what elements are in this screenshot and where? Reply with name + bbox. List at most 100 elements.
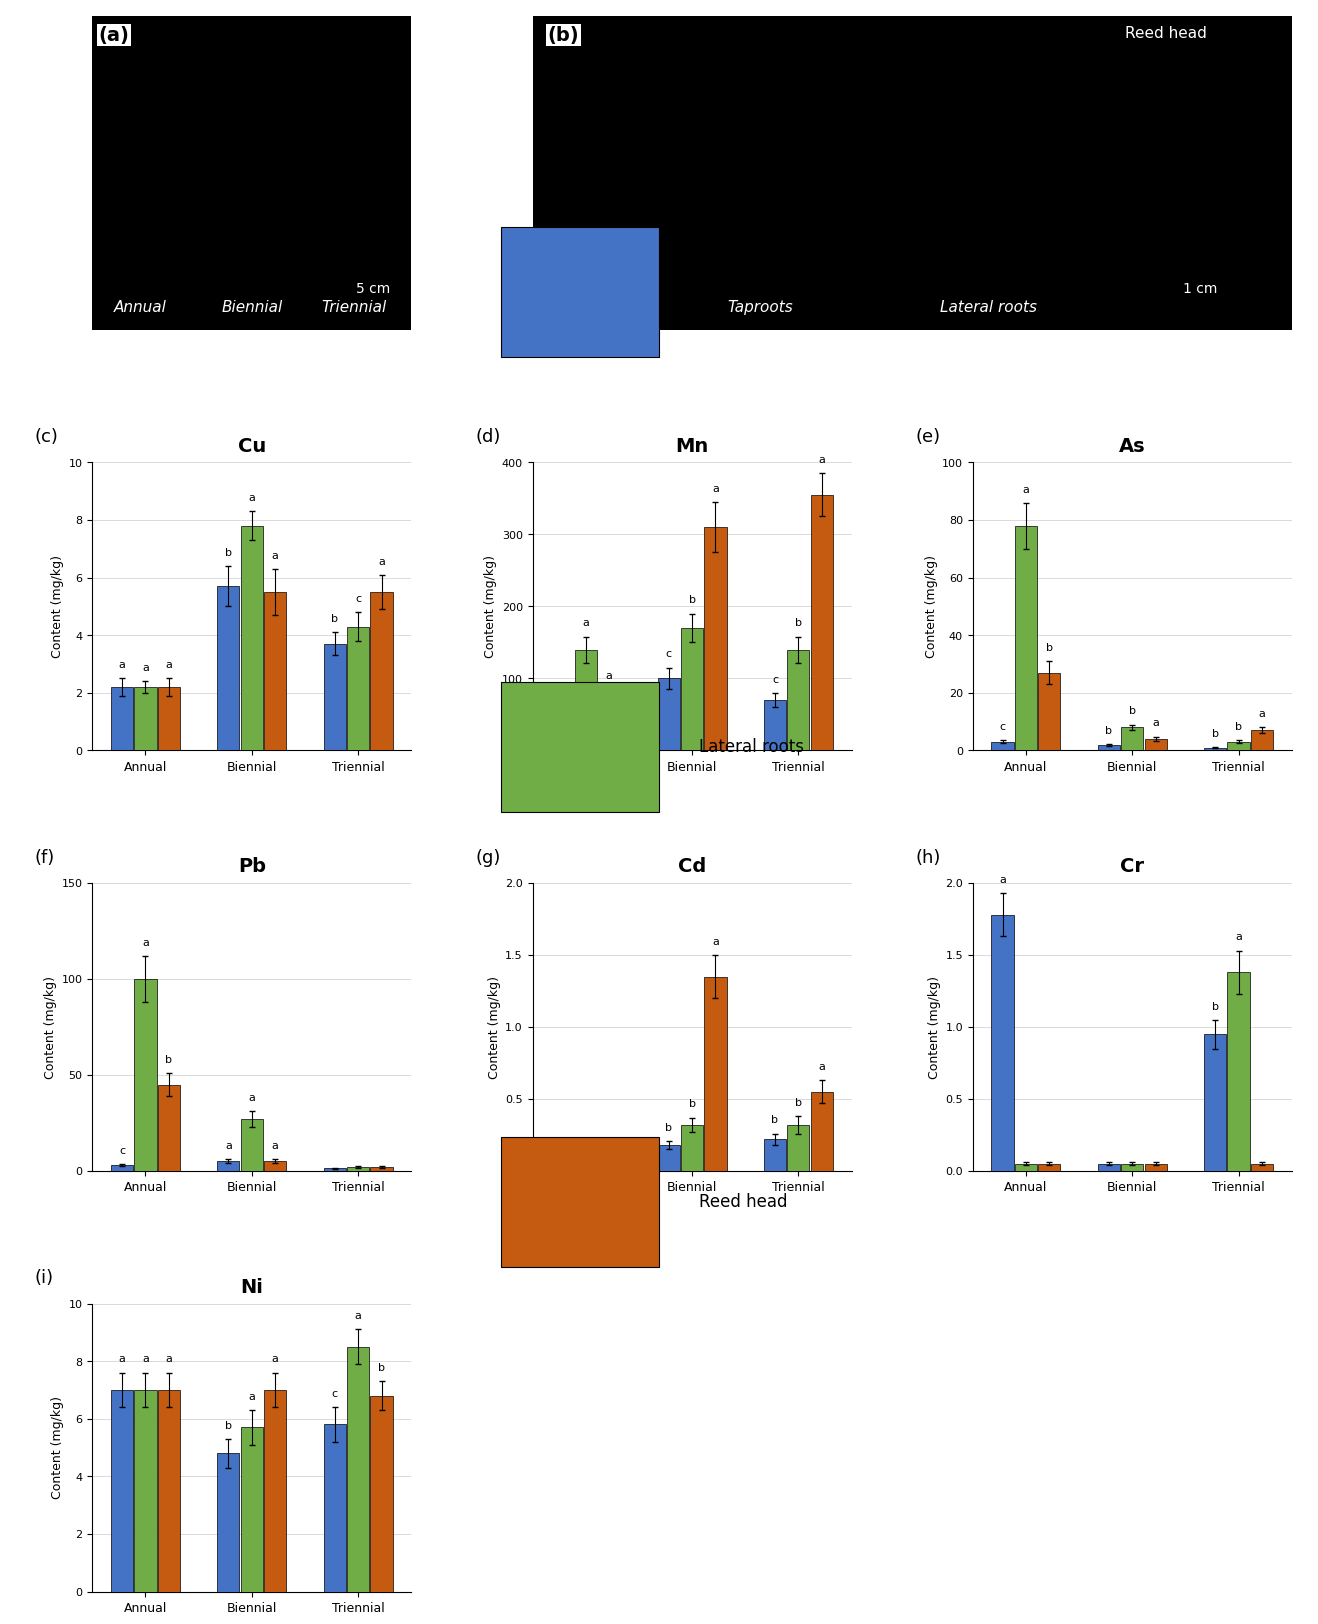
Text: a: a bbox=[583, 619, 589, 628]
Text: a: a bbox=[272, 1354, 278, 1364]
Bar bbox=[347, 1346, 369, 1592]
Text: a: a bbox=[142, 937, 149, 947]
Bar bbox=[217, 1161, 240, 1171]
Text: Annual: Annual bbox=[113, 299, 166, 315]
Bar bbox=[111, 1166, 133, 1171]
Text: b: b bbox=[1211, 1002, 1219, 1012]
Text: a: a bbox=[712, 937, 718, 947]
Title: Pb: Pb bbox=[237, 857, 266, 875]
Text: b: b bbox=[331, 614, 339, 624]
Text: a: a bbox=[1152, 718, 1159, 728]
Bar bbox=[1122, 728, 1143, 750]
Bar bbox=[370, 1395, 393, 1592]
Y-axis label: Content (mg/kg): Content (mg/kg) bbox=[45, 976, 58, 1078]
Bar bbox=[1039, 1164, 1060, 1171]
Bar bbox=[264, 593, 286, 750]
Text: a: a bbox=[272, 551, 278, 560]
Text: a: a bbox=[225, 1142, 232, 1151]
Text: b: b bbox=[1128, 706, 1136, 716]
Bar bbox=[1227, 742, 1249, 750]
Bar bbox=[347, 1168, 369, 1171]
Text: a: a bbox=[712, 484, 718, 494]
Text: b: b bbox=[1106, 726, 1112, 736]
Bar bbox=[158, 1085, 181, 1171]
Text: (b): (b) bbox=[548, 26, 580, 44]
Text: Lateral roots: Lateral roots bbox=[699, 737, 804, 757]
Bar bbox=[681, 628, 702, 750]
Bar bbox=[370, 1168, 393, 1171]
Title: As: As bbox=[1119, 437, 1145, 456]
Y-axis label: Content (mg/kg): Content (mg/kg) bbox=[925, 555, 938, 658]
Title: Cr: Cr bbox=[1120, 857, 1144, 875]
Bar bbox=[991, 742, 1014, 750]
Text: c: c bbox=[999, 723, 1006, 732]
Bar bbox=[1015, 1164, 1037, 1171]
Bar bbox=[324, 1424, 345, 1592]
Bar bbox=[241, 1427, 262, 1592]
Bar bbox=[1122, 1164, 1143, 1171]
Text: a: a bbox=[142, 1354, 149, 1364]
Text: a: a bbox=[248, 1392, 256, 1402]
Text: (h): (h) bbox=[915, 849, 941, 867]
Bar bbox=[1015, 526, 1037, 750]
Bar bbox=[763, 700, 786, 750]
Bar bbox=[598, 1164, 621, 1171]
Text: Lateral roots: Lateral roots bbox=[940, 299, 1036, 315]
Bar bbox=[134, 687, 157, 750]
Text: a: a bbox=[818, 455, 825, 464]
Text: b: b bbox=[688, 596, 696, 606]
Text: a: a bbox=[248, 494, 256, 503]
Title: Cu: Cu bbox=[237, 437, 266, 456]
Text: Triennial: Triennial bbox=[322, 299, 386, 315]
Text: c: c bbox=[355, 594, 361, 604]
Bar bbox=[111, 1390, 133, 1592]
Title: Cd: Cd bbox=[677, 857, 706, 875]
Text: (a): (a) bbox=[99, 26, 129, 44]
Text: Reed head: Reed head bbox=[699, 1192, 787, 1212]
Bar bbox=[158, 687, 181, 750]
Text: c: c bbox=[332, 1389, 337, 1398]
Text: (e): (e) bbox=[915, 429, 940, 447]
Bar bbox=[1098, 1164, 1120, 1171]
Text: a: a bbox=[605, 671, 613, 680]
Text: a: a bbox=[999, 875, 1006, 885]
Text: a: a bbox=[119, 659, 125, 671]
Text: Taproots: Taproots bbox=[699, 283, 768, 302]
Bar bbox=[134, 1390, 157, 1592]
Text: c: c bbox=[772, 674, 778, 684]
Text: a: a bbox=[272, 1142, 278, 1151]
Bar bbox=[324, 645, 345, 750]
Bar bbox=[347, 627, 369, 750]
Bar bbox=[1203, 1034, 1226, 1171]
Bar bbox=[575, 650, 597, 750]
Text: a: a bbox=[248, 1093, 256, 1103]
Title: Ni: Ni bbox=[240, 1278, 264, 1296]
Text: b: b bbox=[666, 1122, 672, 1132]
Bar bbox=[681, 1125, 702, 1171]
Bar bbox=[1144, 1164, 1166, 1171]
Y-axis label: Content (mg/kg): Content (mg/kg) bbox=[51, 1397, 65, 1499]
Text: a: a bbox=[1023, 484, 1029, 494]
Text: c: c bbox=[119, 1147, 125, 1156]
Text: b: b bbox=[1235, 723, 1242, 732]
Text: a: a bbox=[378, 557, 385, 567]
Text: a: a bbox=[355, 1311, 361, 1320]
Bar bbox=[370, 593, 393, 750]
Bar bbox=[991, 914, 1014, 1171]
Text: (i): (i) bbox=[34, 1268, 54, 1288]
Text: 5 cm: 5 cm bbox=[356, 281, 390, 296]
Bar bbox=[658, 1145, 680, 1171]
Text: Biennial: Biennial bbox=[221, 299, 282, 315]
Text: 1 cm: 1 cm bbox=[1184, 281, 1218, 296]
Bar bbox=[787, 650, 809, 750]
Bar bbox=[1098, 745, 1120, 750]
Bar bbox=[241, 526, 262, 750]
Text: b: b bbox=[688, 1099, 696, 1109]
Text: a: a bbox=[119, 1354, 125, 1364]
Bar bbox=[1251, 1164, 1273, 1171]
Bar bbox=[787, 1125, 809, 1171]
Title: Mn: Mn bbox=[675, 437, 709, 456]
Y-axis label: Content (mg/kg): Content (mg/kg) bbox=[485, 555, 497, 658]
Bar bbox=[575, 1164, 597, 1171]
Bar bbox=[1039, 672, 1060, 750]
